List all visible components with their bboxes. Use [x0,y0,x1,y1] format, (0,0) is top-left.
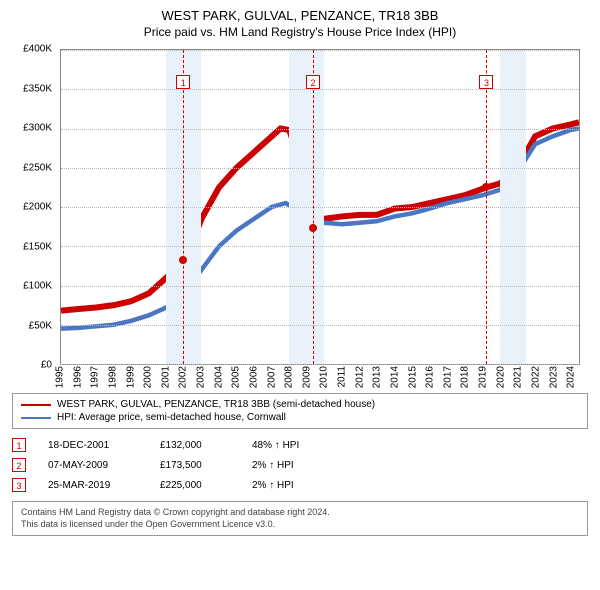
x-axis-label: 1997 [90,366,101,388]
x-axis-label: 2015 [407,366,418,388]
marker-label: 3 [479,75,493,89]
y-axis-label: £200K [23,202,52,213]
chart-area: £0 £50K £100K £150K £200K £250K £300K £350K £400… [12,47,588,387]
x-axis-label: 2011 [337,366,348,388]
x-axis-label: 2023 [548,366,559,388]
x-axis-label: 2001 [160,366,171,388]
chart-subtitle: Price paid vs. HM Land Registry's House … [12,25,588,39]
event-list: 1 18-DEC-2001 £132,000 48% ↑ HPI 2 07-MAY-200… [12,435,588,495]
x-axis-label: 2006 [248,366,259,388]
marker-dot [482,183,490,191]
y-axis-labels: £0 £50K £100K £150K £200K £250K £300K £350K £400… [12,47,56,387]
legend-box: WEST PARK, GULVAL, PENZANCE, TR18 3BB (s… [12,393,588,429]
x-axis-label: 2009 [301,366,312,388]
y-axis-label: £350K [23,83,52,94]
gridline [61,207,579,208]
marker-line [313,50,314,364]
legend-swatch [21,404,51,406]
attribution-box: Contains HM Land Registry data © Crown c… [12,501,588,536]
x-axis-label: 2022 [530,366,541,388]
x-axis-label: 2008 [284,366,295,388]
event-row: 1 18-DEC-2001 £132,000 48% ↑ HPI [12,435,588,455]
event-row: 3 25-MAR-2019 £225,000 2% ↑ HPI [12,475,588,495]
marker-label: 2 [306,75,320,89]
gridline [61,168,579,169]
event-marker-ref: 1 [12,438,26,452]
gridline [61,129,579,130]
chart-container: WEST PARK, GULVAL, PENZANCE, TR18 3BB Pr… [0,0,600,542]
y-axis-label: £400K [23,44,52,55]
x-axis-label: 2003 [196,366,207,388]
x-axis-label: 2007 [266,366,277,388]
marker-line [183,50,184,364]
x-axis-label: 1996 [72,366,83,388]
event-price: £225,000 [160,480,230,491]
event-row: 2 07-MAY-2009 £173,500 2% ↑ HPI [12,455,588,475]
event-date: 18-DEC-2001 [48,440,138,451]
legend-item: HPI: Average price, semi-detached house,… [21,411,579,424]
y-axis-label: £0 [41,360,52,371]
gridline [61,89,579,90]
x-axis-labels: 1995199619971998199920002001200220032004… [60,367,580,387]
x-axis-label: 2024 [566,366,577,388]
legend-swatch [21,417,51,419]
event-marker-ref: 2 [12,458,26,472]
event-price: £132,000 [160,440,230,451]
y-axis-label: £150K [23,241,52,252]
x-axis-label: 2014 [389,366,400,388]
plot-area: 1 2 3 [60,49,580,365]
y-axis-label: £300K [23,123,52,134]
x-axis-label: 2013 [372,366,383,388]
x-axis-label: 1995 [55,366,66,388]
gridline [61,246,579,247]
x-axis-label: 2020 [495,366,506,388]
x-axis-label: 2021 [513,366,524,388]
x-axis-label: 1999 [125,366,136,388]
marker-line [486,50,487,364]
legend-item: WEST PARK, GULVAL, PENZANCE, TR18 3BB (s… [21,398,579,411]
event-date: 07-MAY-2009 [48,460,138,471]
x-axis-label: 2002 [178,366,189,388]
x-axis-label: 2016 [425,366,436,388]
x-axis-label: 2000 [143,366,154,388]
legend-label: HPI: Average price, semi-detached house,… [57,412,286,423]
marker-dot [309,224,317,232]
x-axis-label: 2019 [478,366,489,388]
gridline [61,50,579,51]
y-axis-label: £50K [29,320,52,331]
x-axis-label: 1998 [107,366,118,388]
gridline [61,325,579,326]
event-marker-ref: 3 [12,478,26,492]
x-axis-label: 2010 [319,366,330,388]
event-pct: 2% ↑ HPI [252,480,294,491]
y-axis-label: £250K [23,162,52,173]
legend-label: WEST PARK, GULVAL, PENZANCE, TR18 3BB (s… [57,399,375,410]
marker-dot [179,256,187,264]
attribution-line-1: Contains HM Land Registry data © Crown c… [21,507,579,519]
event-pct: 2% ↑ HPI [252,460,294,471]
event-date: 25-MAR-2019 [48,480,138,491]
marker-label: 1 [176,75,190,89]
y-axis-label: £100K [23,281,52,292]
chart-title: WEST PARK, GULVAL, PENZANCE, TR18 3BB [12,8,588,23]
x-axis-label: 2005 [231,366,242,388]
x-axis-label: 2018 [460,366,471,388]
event-pct: 48% ↑ HPI [252,440,299,451]
x-axis-label: 2004 [213,366,224,388]
attribution-line-2: This data is licensed under the Open Gov… [21,519,579,531]
x-axis-label: 2017 [442,366,453,388]
event-price: £173,500 [160,460,230,471]
x-axis-label: 2012 [354,366,365,388]
gridline [61,364,579,365]
gridline [61,286,579,287]
